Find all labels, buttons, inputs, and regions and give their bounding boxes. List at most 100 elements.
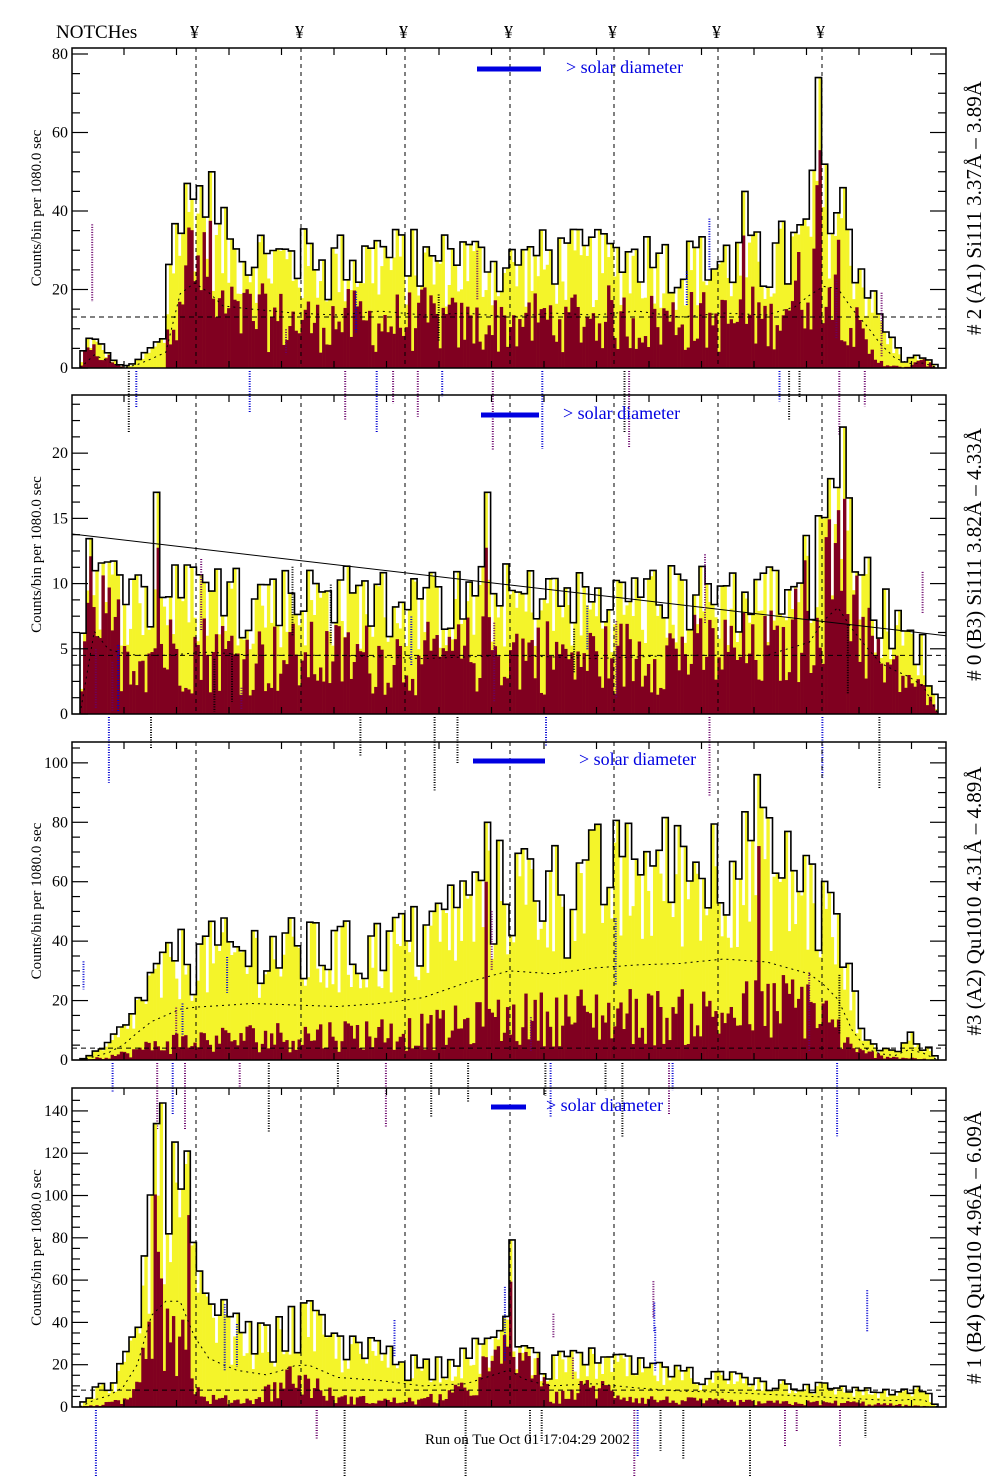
subset-bar (129, 1397, 133, 1407)
total-bar (325, 1337, 329, 1407)
subset-bar (803, 1405, 807, 1407)
total-bar (230, 1364, 234, 1407)
total-bar (769, 950, 773, 1060)
subset-bar (738, 1025, 743, 1060)
subset-bar (199, 1396, 203, 1407)
total-bar (702, 1384, 706, 1407)
total-bar (570, 909, 574, 1060)
subset-bar (861, 616, 865, 714)
total-bar (251, 1369, 255, 1407)
subset-bar (539, 692, 543, 714)
subset-bar (499, 1041, 504, 1060)
total-bar (86, 1398, 90, 1407)
total-bar (735, 1381, 740, 1407)
subset-bar (358, 1048, 363, 1060)
total-bar (214, 944, 219, 1060)
subset-bar (518, 689, 522, 714)
total-bar (358, 988, 363, 1060)
subset-bar (266, 1048, 271, 1060)
total-bar (432, 911, 436, 1060)
panel-title: # 1 (B4) Qu1010 4.96Å – 6.09Å (962, 1110, 986, 1384)
total-bar (640, 298, 645, 368)
subset-bar (744, 663, 749, 714)
y-tick-label: 120 (44, 1145, 68, 1162)
total-bar (340, 926, 344, 1060)
total-bar (374, 240, 378, 368)
total-bar (95, 341, 99, 368)
total-bar (165, 942, 170, 1060)
total-bar (591, 830, 596, 1060)
subset-bar (254, 1398, 259, 1407)
total-bar (319, 281, 323, 368)
subset-bar (732, 1017, 737, 1060)
total-bar (444, 913, 449, 1060)
total-bar (910, 1032, 914, 1060)
subset-bar (334, 329, 338, 368)
total-bar (732, 573, 737, 714)
total-bar (312, 614, 317, 714)
subset-bar (763, 1403, 767, 1407)
subset-bar (784, 680, 789, 714)
total-bar (410, 229, 415, 368)
total-bar (288, 917, 292, 1060)
subset-bar (242, 1040, 246, 1060)
total-bar (839, 1386, 844, 1407)
total-bar (876, 1397, 881, 1407)
subset-bar (904, 687, 908, 714)
y-axis-label: Counts/bin per 1080.0 sec (29, 822, 45, 979)
subset-bar (202, 1396, 206, 1407)
subset-bar (371, 1403, 375, 1407)
subset-bar (653, 659, 657, 714)
total-bar (778, 613, 783, 714)
subset-bar (475, 691, 479, 714)
subset-bar (456, 347, 461, 368)
total-bar (561, 281, 565, 368)
total-bar (306, 1337, 311, 1407)
subset-bar (702, 669, 706, 714)
total-bar (95, 1387, 99, 1407)
total-bar (873, 1047, 878, 1060)
notch-marker: ¥ (295, 22, 304, 42)
subset-bar (818, 647, 822, 714)
subset-bar (481, 1026, 485, 1060)
subset-bar (141, 1347, 145, 1407)
total-bar (401, 1362, 406, 1407)
subset-bar (597, 323, 602, 368)
total-bar (818, 957, 822, 1060)
total-bar (714, 866, 718, 1060)
total-bar (741, 905, 746, 1060)
subset-bar (150, 1358, 154, 1407)
subset-bar (291, 311, 295, 368)
total-bar (744, 598, 749, 714)
subset-bar (888, 664, 893, 714)
total-bar (576, 862, 580, 1060)
total-bar (548, 871, 553, 1060)
total-bar (542, 921, 547, 1060)
total-bar (153, 968, 157, 1060)
subset-bar (760, 1403, 764, 1407)
subset-bar (481, 616, 485, 714)
subset-bar (466, 1017, 470, 1060)
total-bar (171, 273, 176, 368)
total-bar (533, 900, 537, 1060)
subset-bar (668, 1402, 672, 1407)
total-bar (352, 592, 357, 714)
subset-bar (628, 348, 632, 368)
subset-bar (539, 309, 543, 368)
subset-bar (101, 1404, 105, 1407)
subset-bar (732, 647, 737, 714)
notch-marker: ¥ (816, 22, 825, 42)
subset-bar (778, 680, 783, 714)
total-bar (521, 249, 525, 368)
total-bar (821, 518, 825, 714)
y-tick-label: 0 (60, 1052, 68, 1069)
subset-bar (530, 1020, 534, 1060)
subset-bar (129, 1057, 133, 1060)
subset-bar (867, 1051, 871, 1060)
total-bar (273, 959, 277, 1060)
total-bar (904, 1043, 908, 1060)
total-bar (392, 606, 396, 714)
total-bar (389, 270, 393, 368)
subset-bar (735, 321, 740, 368)
subset-bar (502, 676, 507, 714)
